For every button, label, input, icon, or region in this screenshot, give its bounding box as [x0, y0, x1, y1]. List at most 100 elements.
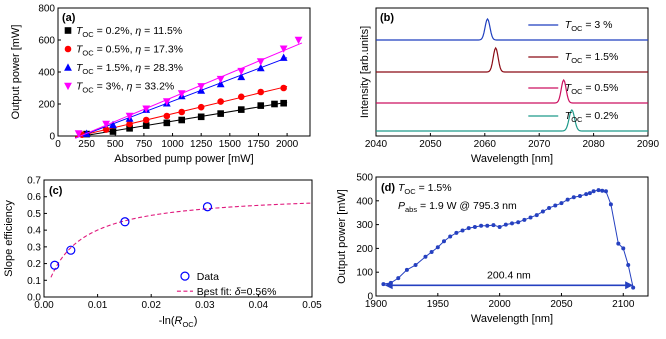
x-tick-label: 0.04 — [249, 300, 269, 311]
x-axis-label: Wavelength [nm] — [471, 313, 553, 325]
y-axis-label: Intensity [arb.units] — [359, 26, 371, 118]
panel-c: 0.00 0.01 0.02 0.03 0.04 0.05 0.0 0.1 0.2 0.3 0.4 0… — [3, 176, 322, 330]
y-tick-label: 0 — [49, 132, 55, 143]
x-tick-label: 2100 — [612, 299, 635, 310]
data-point-circle — [126, 120, 133, 128]
data-point-circle — [64, 45, 72, 53]
x-tick-label: 250 — [78, 139, 95, 150]
x-tick-label: 2040 — [365, 139, 388, 150]
x-tick-label: 2070 — [528, 139, 551, 150]
spectrum-2: TOC = 0.5% — [376, 78, 648, 104]
spectrum-line — [376, 109, 648, 132]
data-point — [503, 222, 508, 227]
legend-entry: TOC = 3 % — [565, 19, 613, 33]
data-point-triangle-down — [177, 90, 186, 98]
data-point — [522, 217, 527, 222]
data-point — [472, 224, 477, 229]
data-point-circle — [142, 116, 150, 124]
y-tick-label: 0.5 — [27, 209, 41, 220]
data-point-triangle — [256, 63, 265, 72]
x-tick-label: 0.03 — [195, 300, 215, 311]
panel-label: (d) — [381, 182, 395, 194]
data-point-square — [163, 119, 171, 127]
data-point — [381, 282, 386, 287]
x-tick-label: 0.01 — [88, 300, 108, 311]
data-point — [631, 285, 636, 290]
panel-label: (b) — [380, 12, 394, 24]
data-point — [485, 223, 490, 228]
data-point-open-circle — [50, 260, 60, 270]
data-point-square — [126, 125, 133, 132]
data-point — [534, 213, 539, 218]
x-tick-label: 2060 — [474, 139, 497, 150]
legend-entry: TOC = 0.2% — [565, 110, 619, 124]
data-point — [429, 249, 434, 254]
data-point-triangle — [64, 63, 72, 71]
data-point — [466, 226, 471, 231]
y-tick-label: 600 — [38, 36, 55, 47]
x-tick-label: 2080 — [582, 139, 605, 150]
data-point-square — [237, 106, 245, 113]
y-tick-label: 500 — [356, 173, 373, 184]
legend-entry: Best fit: δ=0.56% — [197, 286, 277, 298]
data-point-circle — [178, 108, 186, 116]
x-axis-label: Wavelength [nm] — [471, 153, 553, 165]
data-point-triangle-down — [74, 130, 83, 138]
y-axis-label: Slope efficiency — [3, 200, 15, 277]
panel-label: (c) — [49, 185, 63, 197]
x-axis-label: Absorbed pump power [mW] — [114, 153, 253, 165]
y-axis-label: Output power [mW] — [336, 189, 348, 284]
data-point — [460, 228, 465, 233]
data-point — [584, 192, 589, 197]
spectrum-3: TOC = 0.2% — [376, 109, 648, 132]
data-point — [442, 239, 446, 244]
data-point — [559, 201, 564, 206]
x-tick-label: 2090 — [637, 139, 660, 150]
legend-entry: Data — [197, 271, 219, 283]
spectrum-line — [376, 17, 648, 41]
x-tick-label: 500 — [107, 139, 124, 150]
data-point-triangle — [109, 120, 117, 129]
data-point — [603, 189, 608, 194]
spectrum-0: TOC = 3 % — [376, 17, 648, 41]
data-point — [571, 195, 576, 200]
data-point-triangle-down — [197, 83, 206, 91]
x-tick-label: 750 — [136, 139, 153, 150]
data-point — [591, 189, 596, 194]
plot-frame — [375, 176, 649, 297]
panel-a: 0 250 500 750 1000 1250 1500 1750 2000 0 200 400 600… — [10, 4, 311, 165]
data-point — [540, 209, 545, 214]
data-point-open-circle — [66, 245, 76, 255]
data-point-square — [271, 100, 278, 108]
y-tick-label: 100 — [356, 268, 373, 279]
data-point-triangle-down — [102, 120, 111, 129]
data-point-square — [142, 122, 150, 129]
data-point — [454, 230, 459, 235]
panel-b: 2040 2050 2060 2070 2080 2090 Wavelength [nm] I… — [359, 7, 660, 165]
y-tick-label: 0.6 — [27, 192, 41, 203]
data-point — [479, 223, 484, 228]
x-tick-label: 2050 — [550, 299, 573, 310]
data-point-circle — [163, 112, 171, 120]
data-point — [547, 205, 552, 210]
y-tick-label: 400 — [38, 68, 55, 79]
data-point-open-circle — [202, 202, 213, 212]
data-point-circle — [102, 126, 110, 133]
data-point-triangle — [216, 79, 225, 88]
x-tick-label: 2050 — [419, 139, 442, 150]
y-tick-label: 0.7 — [27, 176, 41, 187]
y-tick-label: 400 — [356, 196, 373, 207]
data-point-square — [217, 110, 224, 117]
legend-entry: TOC = 3%, η = 33.2% — [76, 81, 174, 95]
panel-label: (a) — [62, 12, 76, 24]
legend-entry: TOC = 1.5%, η = 28.3% — [76, 62, 183, 76]
y-tick-label: 0.2 — [27, 259, 41, 270]
x-tick-label: 1250 — [190, 139, 213, 150]
y-tick-label: 200 — [38, 100, 55, 111]
data-point-square — [197, 113, 205, 121]
data-point — [510, 221, 514, 226]
data-point — [423, 254, 428, 259]
x-tick-label: 1500 — [219, 139, 242, 150]
legend-entry: TOC = 1.5% — [565, 51, 619, 65]
